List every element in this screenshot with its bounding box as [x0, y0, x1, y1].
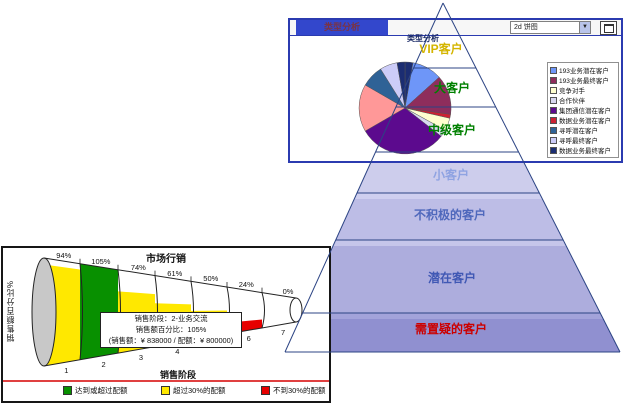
tooltip-line: 销售阶段：2-业务交流 — [134, 314, 208, 323]
pyramid-tier-label: 潜在客户 — [427, 271, 477, 285]
pyramid-band-highlight — [299, 313, 604, 319]
funnel-legend-item: 超过30%的配额 — [161, 385, 226, 396]
legend-label: 193业务潜在客户 — [559, 68, 609, 75]
legend-swatch — [550, 96, 557, 104]
legend-label: 超过30%的配额 — [173, 386, 226, 395]
maximize-icon — [603, 24, 614, 33]
legend-label: 合作伙伴 — [559, 98, 585, 105]
pyramid-tier-label: 不积极的客户 — [413, 208, 487, 222]
legend-item: 193业务最终客户 — [549, 75, 617, 85]
funnel-legend-item: 达到或超过配额 — [63, 385, 128, 396]
legend-swatch — [161, 386, 170, 395]
funnel-segment-divider — [261, 292, 265, 329]
legend-swatch — [63, 386, 72, 395]
pyramid-band — [302, 240, 601, 313]
tooltip-line: (销售额：¥ 838000 / 配额：¥ 800000) — [108, 336, 234, 345]
legend-item: 合作伙伴 — [549, 95, 617, 105]
stage-percent-label: 0% — [282, 286, 294, 296]
pie-chart-area: 193业务潜在客户 193业务最终客户 竞争对手合作伙伴集团通信潜在客户 数据业务潜在… — [290, 36, 621, 161]
tooltip-line: 销售额百分比：105% — [135, 325, 207, 334]
stage-percent-label: 74% — [130, 262, 146, 272]
legend-label: 寻呼最终客户 — [559, 138, 598, 145]
stage-number-label: 1 — [64, 366, 69, 376]
legend-item: 寻呼最终客户 — [549, 135, 617, 145]
legend-label: 193业务最终客户 — [559, 78, 609, 85]
pyramid-band-highlight — [354, 193, 543, 199]
funnel-title: 市场行销 — [146, 254, 186, 265]
legend-swatch — [261, 386, 270, 395]
legend-item: 竞争对手 — [549, 85, 617, 95]
legend-item: 193业务潜在客户 — [549, 65, 617, 75]
tooltip: 销售阶段：2-业务交流 销售额百分比：105% (销售额：¥ 838000 / … — [100, 312, 242, 348]
stage-percent-label: 50% — [203, 274, 219, 284]
window-titlebar: 类型分析 2d 饼图 ▼ — [290, 20, 621, 36]
stage-number-label: 3 — [138, 353, 144, 363]
stage-number-label: 2 — [101, 359, 106, 369]
funnel-mouth — [31, 257, 57, 367]
pyramid-tier-label: 小客户 — [432, 168, 470, 182]
stage-percent-label: 94% — [56, 251, 72, 261]
legend-item: 数据业务潜在客户 — [549, 115, 617, 125]
pie-window: 类型分析 2d 饼图 ▼ 193业务潜在客户 193业务最终客户 竞争对手合作伙伴集… — [288, 18, 623, 163]
x-axis-label: 销售阶段 — [160, 370, 197, 380]
funnel-segment-divider — [79, 263, 83, 360]
stage-number-label: 7 — [280, 328, 286, 338]
chart-type-dropdown[interactable]: 2d 饼图 ▼ — [510, 21, 591, 34]
legend-swatch — [550, 126, 557, 134]
legend-swatch — [550, 116, 557, 124]
legend-label: 不到30%的配额 — [273, 386, 326, 395]
maximize-button[interactable] — [600, 21, 617, 35]
legend-swatch — [550, 136, 557, 144]
legend-swatch — [550, 76, 557, 84]
dropdown-value: 2d 饼图 — [514, 24, 538, 31]
legend-swatch — [550, 86, 557, 94]
pyramid-band-highlight — [332, 240, 567, 246]
stage-percent-label: 24% — [238, 280, 254, 290]
legend-label: 竞争对手 — [559, 88, 585, 95]
funnel-cap — [289, 297, 303, 323]
pyramid-band — [335, 193, 564, 240]
legend-label: 达到或超过配额 — [75, 386, 128, 395]
legend-divider — [3, 380, 329, 382]
legend-swatch — [550, 106, 557, 114]
legend-label: 数据业务最终客户 — [559, 148, 611, 155]
legend-item: 集团通信潜在客户 — [549, 105, 617, 115]
funnel-window: 市场行销 销售额百分比% 销售阶段 94%1105%274%361%450%52… — [1, 246, 331, 403]
legend-label: 数据业务潜在客户 — [559, 118, 611, 125]
stage-number-label: 6 — [246, 334, 251, 344]
legend-label: 寻呼潜在客户 — [559, 128, 598, 135]
chevron-down-icon[interactable]: ▼ — [579, 22, 590, 33]
pyramid-band — [285, 313, 620, 352]
legend-label: 集团通信潜在客户 — [559, 108, 611, 115]
funnel-top-edge — [43, 257, 297, 299]
stage-percent-label: 61% — [167, 268, 183, 278]
pyramid-tier-label: 需置疑的客户 — [414, 322, 488, 336]
stage-number-label: 4 — [175, 346, 180, 356]
funnel-legend-item: 不到30%的配额 — [261, 385, 326, 396]
legend-item: 寻呼潜在客户 — [549, 125, 617, 135]
pie-legend: 193业务潜在客户 193业务最终客户 竞争对手合作伙伴集团通信潜在客户 数据业务潜在… — [547, 62, 619, 158]
legend-swatch — [550, 146, 557, 154]
stage-percent-label: 105% — [91, 257, 111, 267]
legend-item: 数据业务最终客户 — [549, 145, 617, 155]
window-title: 类型分析 — [296, 20, 388, 35]
legend-swatch — [550, 66, 557, 74]
